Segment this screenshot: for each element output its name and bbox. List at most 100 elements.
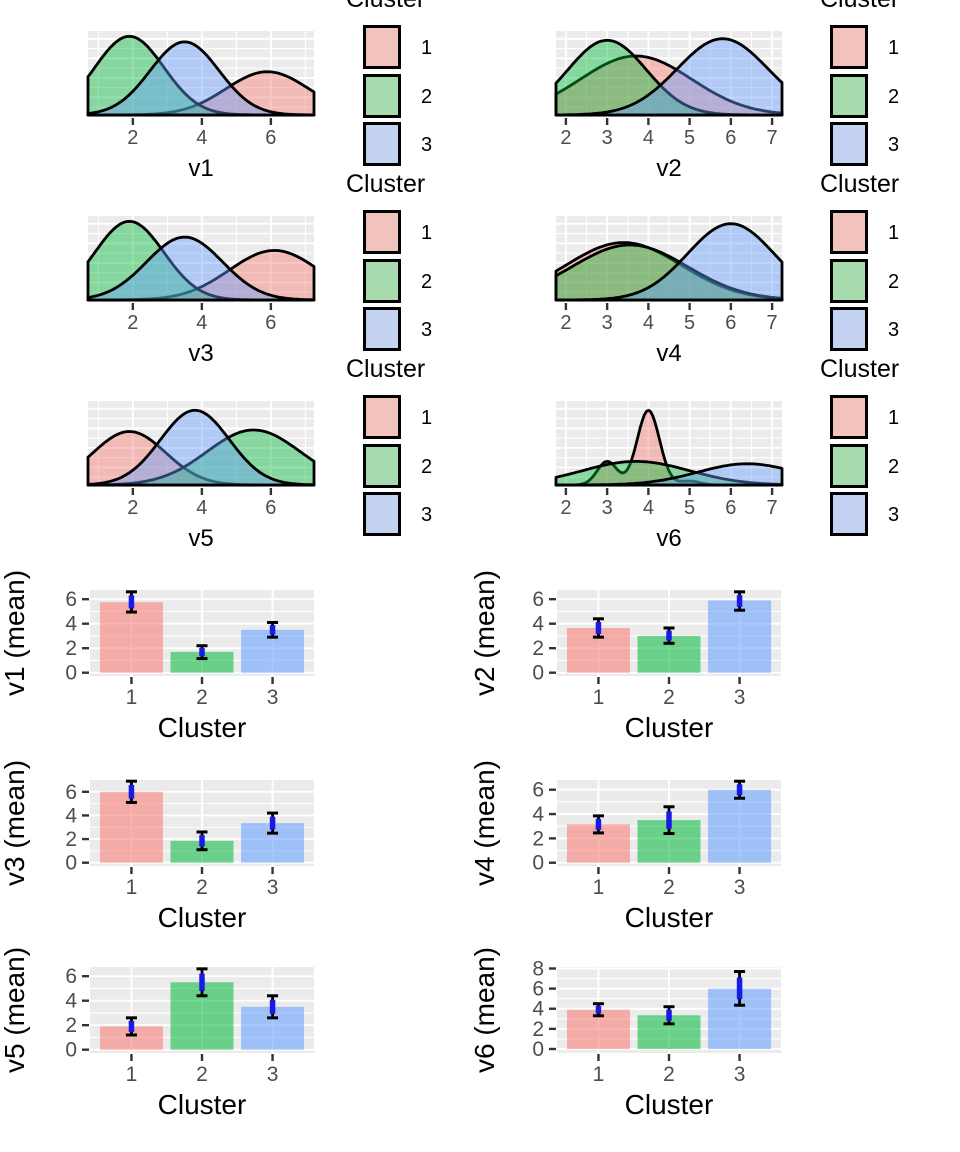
legend-label-1: 1 bbox=[888, 222, 900, 244]
legend-swatch-3 bbox=[363, 492, 401, 536]
x-tick-label: 5 bbox=[684, 127, 695, 149]
legend-label-1: 1 bbox=[421, 37, 433, 59]
x-axis-title-v4: v4 bbox=[656, 340, 681, 367]
y-tick-label: 4 bbox=[532, 613, 544, 636]
x-tick-label: 2 bbox=[560, 497, 571, 519]
x-axis-title-v6: v6 bbox=[656, 525, 681, 552]
y-tick-label: 2 bbox=[65, 828, 77, 851]
legend-swatch-1 bbox=[830, 25, 868, 69]
density-curve-cluster-3 bbox=[86, 235, 316, 302]
y-tick-label: 6 bbox=[532, 978, 544, 1001]
legend-label-2: 2 bbox=[888, 455, 900, 478]
bar-cluster-2 bbox=[170, 651, 234, 673]
errorbar-cluster-1 bbox=[125, 1016, 137, 1037]
x-tick-label: 4 bbox=[196, 312, 207, 334]
x-tick-label: 2 bbox=[196, 1063, 208, 1086]
errorbar-cluster-3 bbox=[734, 970, 746, 1007]
legend-swatch-2 bbox=[830, 443, 868, 488]
y-axis-title-v1_mean: v1 (mean) bbox=[0, 570, 30, 696]
legend-swatch-2 bbox=[363, 73, 401, 118]
y-tick-label: 4 bbox=[65, 613, 77, 636]
y-tick-label: 6 bbox=[65, 588, 77, 611]
legend-swatch-3 bbox=[830, 307, 868, 351]
x-tick-label: 7 bbox=[767, 312, 778, 334]
legend-swatch-3 bbox=[830, 122, 868, 166]
x-tick-label: 4 bbox=[196, 497, 207, 519]
bar-cluster-2 bbox=[170, 840, 234, 863]
x-axis-title-v5_mean: Cluster bbox=[158, 1089, 247, 1120]
legend-label-3: 3 bbox=[888, 504, 900, 526]
x-tick-label: 5 bbox=[684, 312, 695, 334]
x-tick-label: 3 bbox=[267, 876, 279, 899]
x-tick-label: 2 bbox=[127, 127, 138, 149]
x-axis-title-v5: v5 bbox=[188, 525, 213, 552]
y-tick-label: 8 bbox=[532, 958, 544, 981]
x-axis-title-v1: v1 bbox=[188, 155, 213, 182]
legend-label-2: 2 bbox=[888, 85, 900, 108]
x-tick-label: 3 bbox=[734, 876, 746, 899]
y-axis-title-v6_mean: v6 (mean) bbox=[469, 947, 500, 1073]
legend-swatch-2 bbox=[830, 73, 868, 118]
x-axis-title-v2_mean: Cluster bbox=[625, 712, 714, 743]
density-plot-v2: 2 3 4 5 6 7 v2 bbox=[554, 31, 784, 182]
density-plot-v4: 2 3 4 5 6 7 v4 bbox=[554, 216, 784, 367]
y-axis-title-v5_mean: v5 (mean) bbox=[0, 947, 30, 1073]
density-plot-v5: 2 4 6 v5 bbox=[86, 401, 316, 552]
x-tick-label: 2 bbox=[127, 312, 138, 334]
legend-title: Cluster bbox=[346, 355, 426, 383]
legend-swatch-2 bbox=[830, 258, 868, 303]
x-tick-label: 7 bbox=[767, 497, 778, 519]
density-plot-v6: 2 3 4 5 6 7 v6 bbox=[554, 401, 784, 552]
legend-label-3: 3 bbox=[421, 134, 433, 156]
errorbar-cluster-3 bbox=[267, 811, 279, 835]
x-tick-label: 2 bbox=[663, 1063, 675, 1086]
x-tick-label: 2 bbox=[196, 686, 208, 709]
legend-label-1: 1 bbox=[421, 222, 433, 244]
x-tick-label: 7 bbox=[767, 127, 778, 149]
x-tick-label: 4 bbox=[643, 312, 654, 334]
x-tick-label: 3 bbox=[602, 497, 613, 519]
y-tick-label: 6 bbox=[65, 965, 77, 988]
x-tick-label: 1 bbox=[126, 1063, 138, 1086]
legend-swatch-1 bbox=[363, 25, 401, 69]
density-curve-cluster-3 bbox=[554, 37, 784, 117]
y-tick-label: 2 bbox=[532, 827, 544, 850]
legend-label-2: 2 bbox=[421, 85, 433, 108]
y-tick-label: 4 bbox=[532, 803, 544, 826]
legend-swatch-2 bbox=[363, 258, 401, 303]
errorbar-cluster-1 bbox=[592, 1002, 604, 1018]
x-tick-label: 1 bbox=[126, 876, 138, 899]
errorbar-cluster-1 bbox=[592, 617, 604, 639]
x-tick-label: 3 bbox=[734, 686, 746, 709]
x-tick-label: 6 bbox=[725, 312, 736, 334]
x-tick-label: 1 bbox=[593, 686, 605, 709]
x-tick-label: 2 bbox=[560, 127, 571, 149]
y-tick-label: 0 bbox=[532, 852, 544, 875]
bar-cluster-1 bbox=[99, 602, 163, 673]
errorbar-cluster-2 bbox=[663, 805, 675, 836]
x-tick-label: 3 bbox=[602, 312, 613, 334]
errorbar-cluster-1 bbox=[592, 814, 604, 835]
legend-label-3: 3 bbox=[421, 504, 433, 526]
density-curve-cluster-3 bbox=[554, 462, 784, 487]
y-tick-label: 2 bbox=[532, 637, 544, 660]
x-tick-label: 3 bbox=[602, 127, 613, 149]
x-axis-title-v2: v2 bbox=[656, 155, 681, 182]
errorbar-cluster-2 bbox=[196, 644, 208, 661]
x-tick-label: 4 bbox=[196, 127, 207, 149]
y-tick-label: 6 bbox=[532, 588, 544, 611]
y-tick-label: 2 bbox=[65, 637, 77, 660]
y-tick-label: 4 bbox=[532, 998, 544, 1021]
x-tick-label: 4 bbox=[643, 127, 654, 149]
errorbar-cluster-1 bbox=[125, 779, 137, 804]
density-curve-cluster-1 bbox=[554, 54, 784, 117]
errorbar-cluster-2 bbox=[663, 1005, 675, 1026]
legend-swatch-1 bbox=[363, 210, 401, 254]
bar-cluster-3 bbox=[708, 600, 772, 673]
